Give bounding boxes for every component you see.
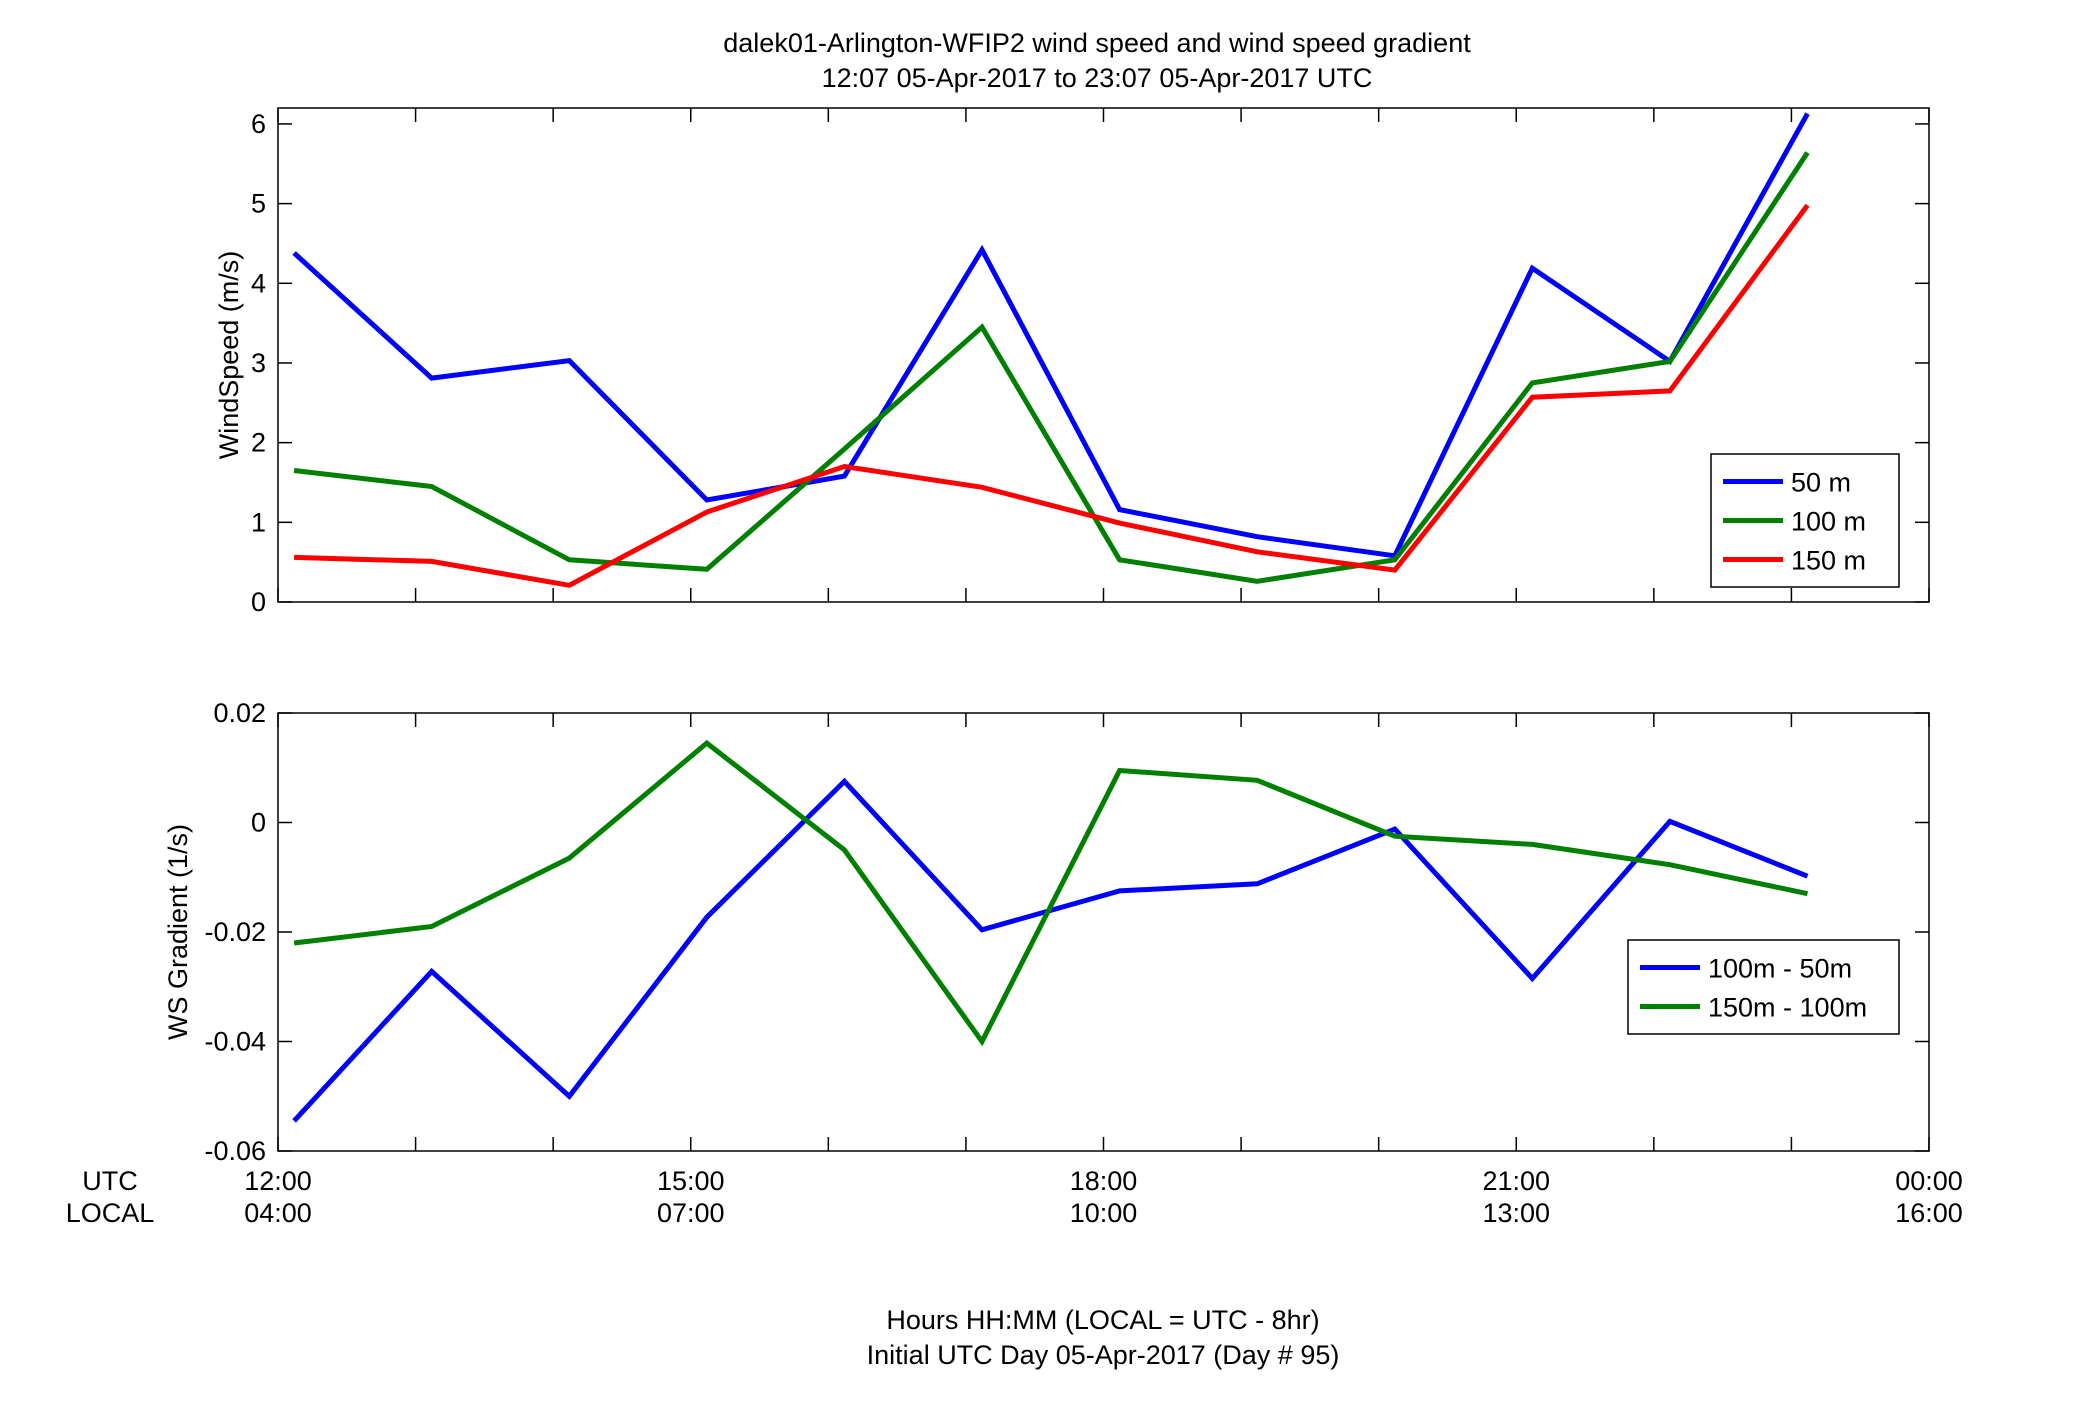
x-axis-label-line2: Initial UTC Day 05-Apr-2017 (Day # 95) bbox=[867, 1340, 1340, 1370]
gradient-plot-frame bbox=[277, 712, 1930, 1152]
windspeed-ytick-label-3: 3 bbox=[251, 348, 266, 378]
windspeed-ytick-label-6: 6 bbox=[251, 109, 266, 139]
windspeed-series-line-50-m bbox=[292, 112, 1810, 559]
windspeed-series bbox=[292, 112, 1810, 588]
xtick-label-local-10-00: 10:00 bbox=[1070, 1198, 1138, 1228]
windspeed-y-axis-label: WindSpeed (m/s) bbox=[214, 251, 244, 460]
windspeed-series-line-100-m bbox=[293, 151, 1810, 584]
windspeed-ytick-label-4: 4 bbox=[251, 268, 266, 298]
xtick-label-utc-12-00: 12:00 bbox=[244, 1166, 312, 1196]
xtick-label-utc-18-00: 18:00 bbox=[1070, 1166, 1138, 1196]
gradient-ytick-label-0: 0 bbox=[251, 808, 266, 838]
xtick-label-utc-21-00: 21:00 bbox=[1482, 1166, 1550, 1196]
windspeed-legend-label-150-m: 150 m bbox=[1791, 546, 1866, 576]
x-axis-label-line1: Hours HH:MM (LOCAL = UTC - 8hr) bbox=[886, 1305, 1319, 1335]
gradient-legend-label-150m-100m: 150m - 100m bbox=[1708, 993, 1867, 1023]
xtick-label-local-13-00: 13:00 bbox=[1482, 1198, 1550, 1228]
gradient-series bbox=[292, 739, 1809, 1123]
windspeed-axes: 0 1 2 3 4 5 6 WindSpeed (m/s) 50 m 100 m 150 m bbox=[214, 107, 1930, 617]
gradient-series-line-150m-100m bbox=[293, 739, 1809, 1047]
x-row-label-utc: UTC bbox=[82, 1166, 138, 1196]
gradient-x-ticks bbox=[277, 713, 1930, 1151]
xtick-label-utc-15-00: 15:00 bbox=[657, 1166, 725, 1196]
gradient-ytick-label-0-04: -0.04 bbox=[204, 1027, 266, 1057]
windspeed-ytick-label-1: 1 bbox=[251, 507, 266, 537]
xtick-label-utc-00-00: 00:00 bbox=[1895, 1166, 1963, 1196]
windspeed-ytick-label-2: 2 bbox=[251, 428, 266, 458]
gradient-legend-label-100m-50m: 100m - 50m bbox=[1708, 954, 1852, 984]
xtick-label-local-04-00: 04:00 bbox=[244, 1198, 312, 1228]
windspeed-legend-label-50-m: 50 m bbox=[1791, 468, 1851, 498]
gradient-ytick-label-0-02: 0.02 bbox=[213, 698, 266, 728]
windspeed-legend: 50 m 100 m 150 m bbox=[1710, 453, 1900, 588]
windspeed-series-line-150-m bbox=[294, 203, 1810, 588]
gradient-y-axis-label: WS Gradient (1/s) bbox=[163, 824, 193, 1040]
xtick-label-local-07-00: 07:00 bbox=[657, 1198, 725, 1228]
gradient-legend-box bbox=[1627, 939, 1900, 1035]
figure-title-line1: dalek01-Arlington-WFIP2 wind speed and w… bbox=[723, 28, 1471, 58]
gradient-ytick-label-0-06: -0.06 bbox=[204, 1136, 266, 1166]
gradient-axes: -0.06 -0.04 -0.02 0 0.02 WS Gradient (1/s) 1… bbox=[163, 698, 1930, 1166]
windspeed-y-ticks: 0 1 2 3 4 5 6 bbox=[251, 109, 1929, 617]
gradient-y-ticks: -0.06 -0.04 -0.02 0 0.02 bbox=[204, 698, 1929, 1166]
figure-title-line2: 12:07 05-Apr-2017 to 23:07 05-Apr-2017 U… bbox=[822, 63, 1373, 93]
gradient-legend: 100m - 50m 150m - 100m bbox=[1627, 939, 1900, 1035]
gradient-ytick-label-0-02: -0.02 bbox=[204, 917, 266, 947]
windspeed-ytick-label-0: 0 bbox=[251, 587, 266, 617]
windspeed-x-ticks bbox=[277, 108, 1930, 602]
x-row-label-local: LOCAL bbox=[66, 1198, 155, 1228]
windspeed-ytick-label-5: 5 bbox=[251, 189, 266, 219]
windspeed-legend-label-100-m: 100 m bbox=[1791, 507, 1866, 537]
xtick-label-local-16-00: 16:00 bbox=[1895, 1198, 1963, 1228]
